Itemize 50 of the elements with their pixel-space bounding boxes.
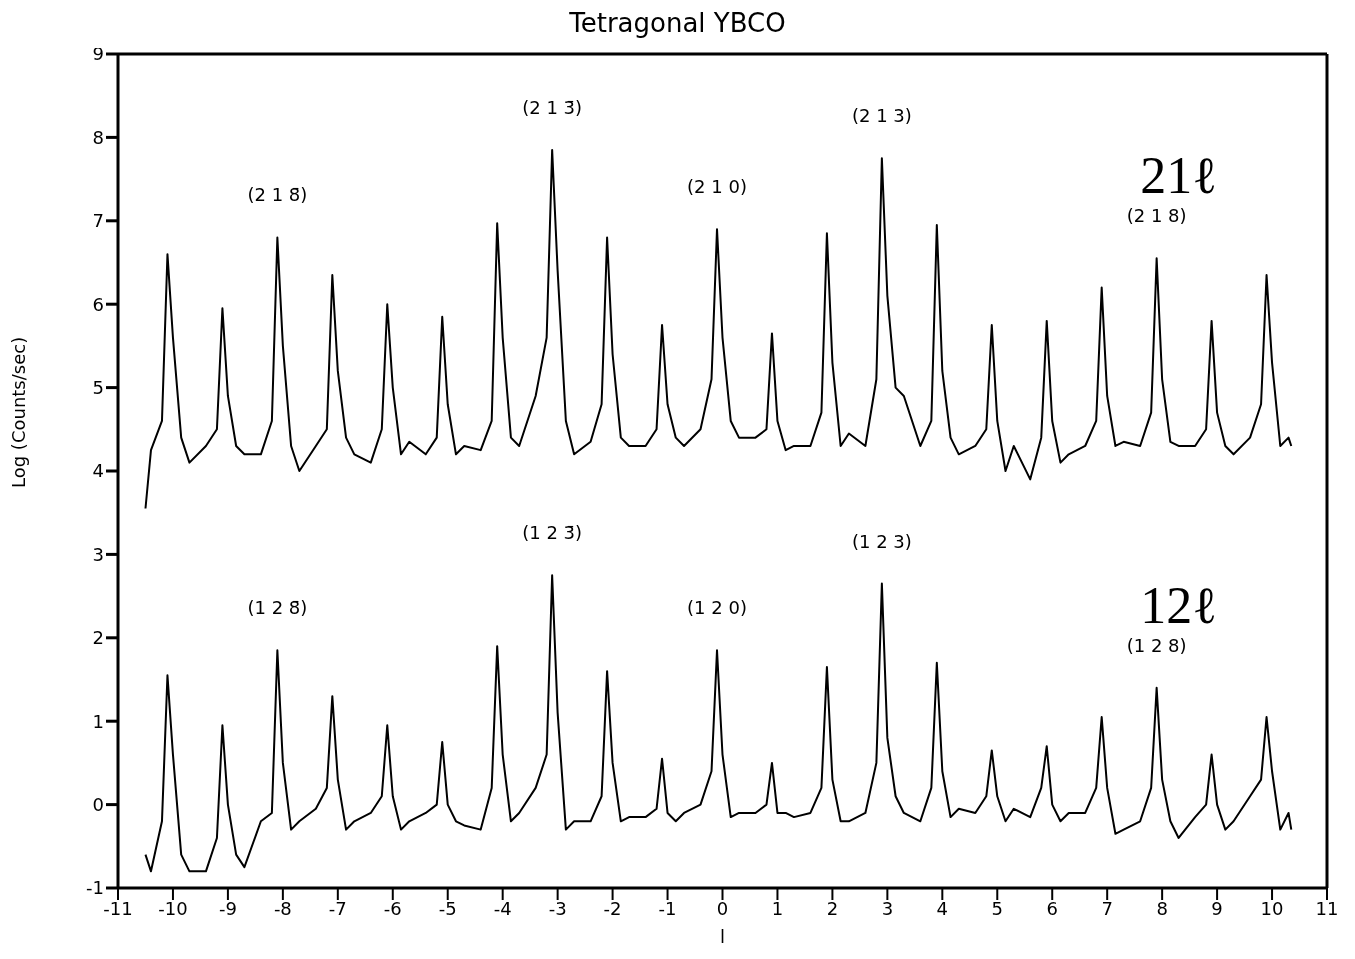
- annotation: (2 1 3̄): [522, 96, 583, 118]
- y-tick-label: -1: [86, 877, 104, 899]
- y-tick-label: 3: [92, 543, 104, 565]
- y-tick-label: 2: [92, 627, 104, 649]
- x-tick-label: -10: [158, 897, 188, 919]
- x-tick-label: -1: [658, 897, 677, 919]
- x-tick-label: 10: [1260, 897, 1284, 919]
- y-tick-label: 8: [92, 126, 104, 148]
- x-tick-label: 4: [936, 897, 949, 919]
- annotation: (1 2 0): [687, 597, 747, 619]
- x-tick-label: 2: [826, 897, 839, 919]
- x-tick-label: 8: [1156, 897, 1168, 919]
- x-tick-label: 1: [771, 897, 784, 919]
- x-tick-label: 5: [991, 897, 1003, 919]
- x-tick-label: -9: [218, 897, 237, 919]
- x-tick-label: 7: [1101, 897, 1113, 919]
- x-tick-label: 9: [1211, 897, 1223, 919]
- x-tick-label: -5: [438, 897, 457, 919]
- y-tick-label: 1: [92, 710, 104, 732]
- y-tick-label: 7: [92, 210, 104, 232]
- line-series: [144, 148, 1293, 510]
- y-tick-label: 5: [92, 376, 104, 398]
- annotation: (2 1 8): [1126, 205, 1187, 227]
- x-tick-label: -6: [383, 897, 402, 919]
- series-label: 21ℓ: [1140, 147, 1218, 205]
- y-axis-title: Log (Counts/sec): [7, 336, 29, 488]
- y-tick-label: 0: [92, 793, 104, 815]
- y-tick-label: 4: [92, 460, 104, 482]
- annotation: (1 2 3): [851, 530, 912, 552]
- chart-title: Tetragonal YBCO: [568, 8, 787, 38]
- x-tick-label: -3: [548, 897, 567, 919]
- annotation: (1 2 3̄): [522, 522, 583, 544]
- x-tick-label: -8: [273, 897, 292, 919]
- x-tick-label: 11: [1315, 897, 1339, 919]
- annotation: (2 1 0): [687, 176, 747, 198]
- x-tick-label: -2: [603, 897, 622, 919]
- annotation: (1 2 8̄): [247, 597, 308, 619]
- line-series: [144, 574, 1293, 873]
- series-label: 12ℓ: [1140, 576, 1218, 634]
- x-tick-label: 6: [1046, 897, 1058, 919]
- annotation: (2 1 8̄): [247, 184, 308, 206]
- x-tick-label: -7: [328, 897, 347, 919]
- x-tick-label: 3: [881, 897, 894, 919]
- x-tick-label: -11: [103, 897, 133, 919]
- annotation: (2 1 3): [851, 105, 912, 127]
- annotation: (1 2 8): [1126, 634, 1187, 656]
- y-tick-label: 6: [92, 293, 104, 315]
- x-tick-label: -4: [493, 897, 512, 919]
- x-axis-title: l: [719, 926, 726, 947]
- x-tick-label: 0: [716, 897, 729, 919]
